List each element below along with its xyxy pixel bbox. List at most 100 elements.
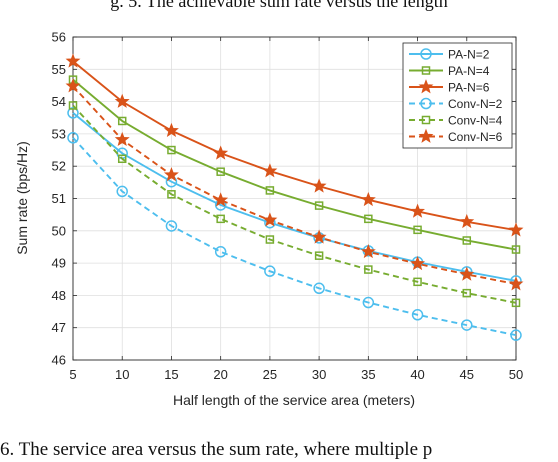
data-point	[411, 309, 424, 321]
data-point	[413, 225, 422, 235]
data-point	[313, 282, 325, 295]
legend-label: Conv-N=2	[448, 97, 503, 111]
x-tick-label: 5	[69, 367, 76, 382]
y-tick-label: 47	[52, 320, 66, 335]
data-point	[167, 190, 176, 199]
legend-marker	[420, 97, 432, 110]
data-point	[314, 201, 324, 210]
sum-rate-chart: 5 10 15 20 25 30 35 40 45 50 46 47 48 49 50 51 52 53 54 55 5…	[14, 30, 524, 408]
data-point	[462, 288, 472, 298]
x-tick-label: 50	[509, 367, 523, 382]
data-point	[265, 235, 275, 244]
y-tick-label: 48	[52, 288, 66, 303]
series-line	[72, 104, 517, 304]
caption-top: g. 5. The achievable sum rate versus the…	[110, 0, 448, 11]
data-point	[461, 319, 473, 331]
series-conv-n-6	[65, 78, 524, 291]
legend-entry: PA-N=2	[409, 48, 490, 62]
data-point	[511, 298, 521, 308]
legend-entry: Conv-N=4	[409, 114, 503, 128]
data-point	[508, 276, 524, 291]
x-tick-label: 30	[312, 367, 326, 382]
data-point	[65, 78, 81, 93]
y-tick-label: 52	[52, 159, 66, 174]
data-point	[362, 296, 375, 309]
legend-entry: PA-N=4	[409, 64, 490, 78]
data-point	[114, 131, 130, 147]
caption-bottom: 6. The service area versus the sum rate,…	[0, 439, 433, 460]
x-tick-label: 35	[361, 367, 375, 382]
data-point	[262, 163, 278, 178]
data-point	[65, 53, 81, 68]
data-point	[114, 93, 130, 108]
data-point	[163, 167, 179, 182]
y-tick-label: 56	[52, 30, 66, 45]
data-point	[360, 243, 376, 259]
data-point	[311, 229, 327, 244]
data-point	[264, 265, 276, 277]
data-point	[167, 145, 176, 155]
data-point	[314, 251, 324, 260]
y-axis-label: Sum rate (bps/Hz)	[14, 141, 30, 255]
y-tick-label: 46	[52, 353, 66, 368]
series-line	[72, 78, 517, 251]
series-pa-n-6	[65, 53, 524, 237]
y-tick-label: 54	[52, 94, 66, 109]
y-tick-label: 53	[52, 126, 66, 141]
series-line	[72, 112, 517, 282]
legend-entry: Conv-N=6	[409, 128, 503, 144]
data-point	[364, 265, 373, 274]
legend: PA-N=2 PA-N=4 PA-N=6 Conv-N=2 Conv-N=4 Conv-N…	[402, 42, 513, 149]
data-point	[117, 154, 127, 164]
data-point	[508, 222, 524, 237]
data-point	[213, 145, 229, 160]
y-tick-label: 55	[52, 62, 66, 77]
data-point	[213, 192, 229, 207]
legend-label: PA-N=6	[448, 81, 490, 95]
series-line	[72, 60, 517, 232]
legend-marker	[421, 115, 431, 125]
legend-label: PA-N=2	[448, 48, 490, 62]
x-axis-label: Half length of the service area (meters)	[173, 392, 415, 408]
legend-entry: PA-N=6	[409, 79, 490, 95]
y-tick-label: 50	[52, 223, 66, 238]
data-point	[214, 246, 227, 258]
data-point	[364, 214, 373, 224]
x-tick-label: 20	[213, 367, 227, 382]
series-conv-n-2	[67, 132, 522, 341]
legend-label: Conv-N=6	[448, 130, 503, 144]
y-tick-label: 49	[52, 256, 66, 271]
legend-box	[402, 42, 513, 149]
data-point	[67, 107, 79, 119]
series-line	[72, 137, 517, 337]
legend-marker	[421, 66, 431, 75]
data-point	[413, 277, 422, 287]
data-point	[116, 185, 128, 198]
data-point	[163, 122, 179, 138]
data-point	[360, 191, 376, 207]
legend-label: PA-N=4	[448, 64, 490, 78]
data-point	[262, 212, 278, 227]
x-tick-label: 40	[410, 367, 424, 382]
data-point	[510, 329, 522, 341]
x-tick-label: 15	[164, 367, 178, 382]
data-point	[459, 266, 475, 281]
data-point	[216, 167, 225, 176]
y-tick-label: 51	[52, 191, 66, 206]
data-point	[216, 214, 225, 224]
data-point	[265, 186, 275, 195]
legend-marker	[420, 48, 432, 60]
series-line	[72, 85, 517, 286]
data-point	[462, 236, 472, 245]
data-point	[410, 255, 426, 271]
data-point	[117, 116, 127, 126]
x-tick-label: 25	[263, 367, 277, 382]
legend-entry: Conv-N=2	[409, 97, 503, 111]
data-point	[68, 101, 78, 110]
legend-marker	[418, 79, 434, 94]
data-point	[67, 132, 79, 144]
data-point	[165, 220, 178, 232]
axis-ticks: 5 10 15 20 25 30 35 40 45 50 46 47 48 49 50 51 52 53 54 55 5…	[52, 30, 524, 383]
x-tick-label: 10	[115, 367, 129, 382]
legend-marker	[418, 128, 434, 143]
